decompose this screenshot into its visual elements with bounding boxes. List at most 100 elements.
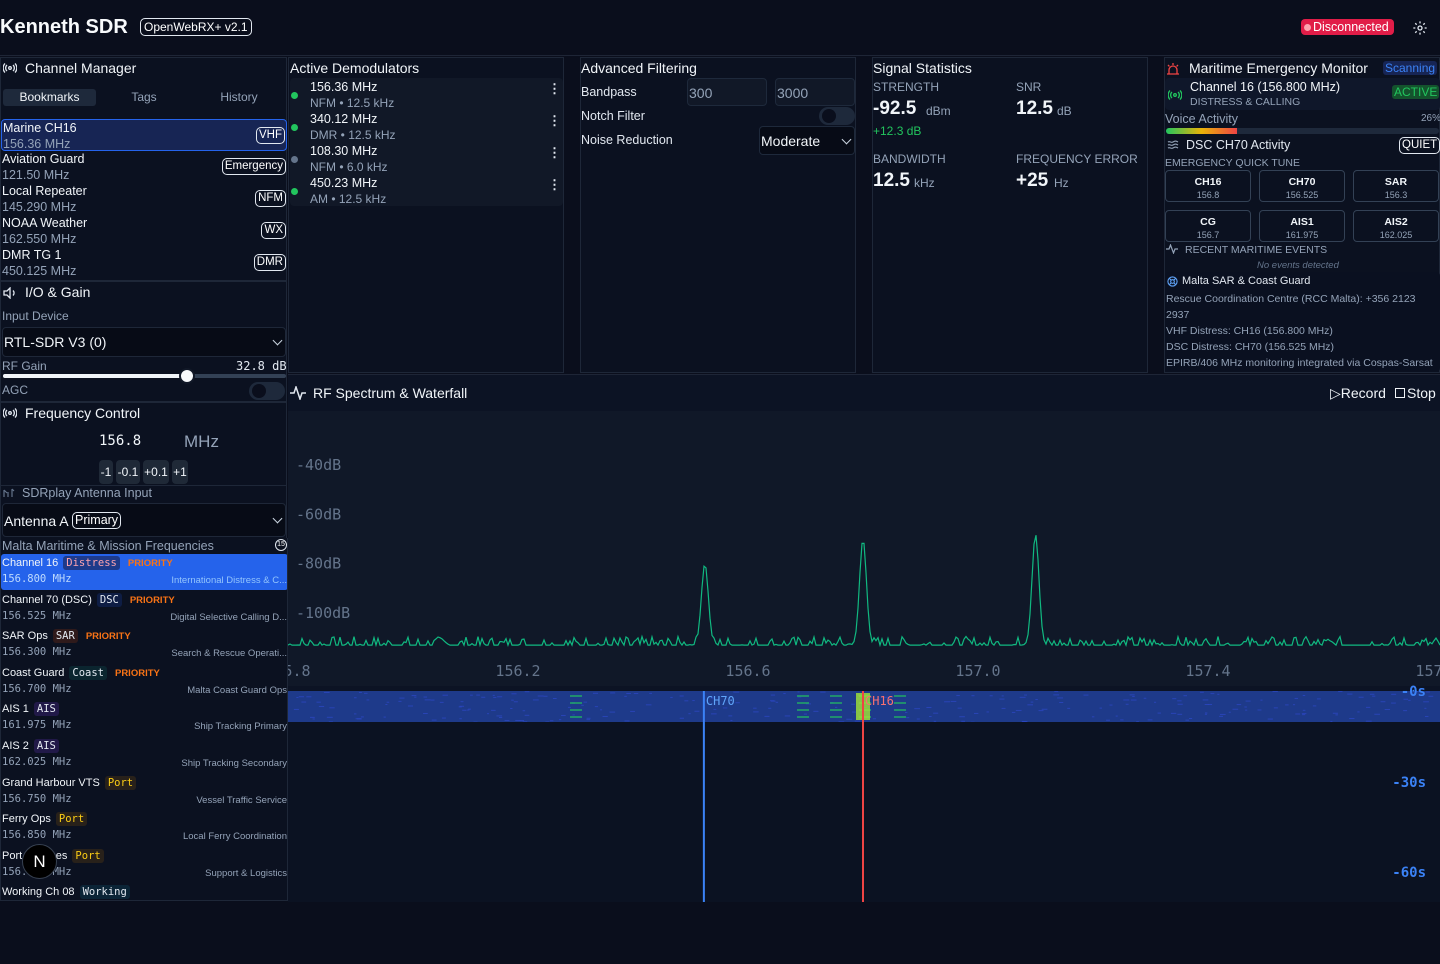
- quick-tune-sar-button[interactable]: SAR 156.3: [1353, 170, 1439, 202]
- quick-tune-name: CH16: [1194, 176, 1222, 188]
- tab-history[interactable]: History: [220, 90, 258, 104]
- quick-tune-ais1-button[interactable]: AIS1 161.975: [1259, 210, 1345, 242]
- signal-statistics-panel: Signal Statistics STRENGTH -92.5 dBm +12…: [872, 57, 1148, 373]
- antenna-select[interactable]: Antenna A Primary: [2, 503, 286, 537]
- maritime-frequency-item[interactable]: Ferry Ops Port 156.850 MHz Local Ferry Coor…: [1, 810, 287, 846]
- demodulator-list: 156.36 MHz NFM • 12.5 kHz ⋮ 340.12 MHz DMR •…: [290, 78, 563, 206]
- waterfall-noise: [609, 711, 616, 713]
- waterfall-noise: [1369, 693, 1375, 695]
- bandpass-low-input[interactable]: 300: [687, 78, 767, 106]
- waterfall-noise: [513, 701, 518, 703]
- waterfall-noise: [594, 706, 598, 708]
- demodulator-item[interactable]: 156.36 MHz NFM • 12.5 kHz ⋮: [290, 78, 563, 110]
- demodulator-item[interactable]: 450.23 MHz AM • 12.5 kHz ⋮: [290, 174, 563, 206]
- frequency-input[interactable]: 156.8: [99, 433, 142, 449]
- waterfall-noise: [1106, 719, 1110, 721]
- waterfall-noise: [383, 716, 386, 718]
- demodulator-mode: NFM • 12.5 kHz: [310, 96, 395, 110]
- tab-bookmarks[interactable]: Bookmarks: [3, 89, 96, 106]
- waterfall-noise: [872, 718, 877, 720]
- waterfall-noise: [1204, 712, 1208, 714]
- status-dot-icon: [1304, 24, 1311, 31]
- frequency-name: AIS 2 AIS: [2, 739, 59, 753]
- waterfall-noise: [499, 717, 503, 719]
- bookmark-name: Local Repeater: [2, 184, 87, 198]
- quick-tune-ais2-button[interactable]: AIS2 162.025: [1353, 210, 1439, 242]
- notch-filter-toggle[interactable]: [819, 107, 855, 125]
- waterfall-noise: [572, 714, 575, 716]
- bookmark-item[interactable]: Marine CH16 156.36 MHz VHF: [1, 119, 287, 151]
- quick-tune-cg-button[interactable]: CG 156.7: [1165, 210, 1251, 242]
- quick-tune-ch16-button[interactable]: CH16 156.8: [1165, 170, 1251, 202]
- waterfall-noise: [1143, 697, 1147, 699]
- maritime-frequency-item[interactable]: Working Ch 08 Working: [1, 883, 287, 900]
- frequency-category-chip: SAR: [52, 629, 78, 644]
- more-options-icon[interactable]: ⋮: [548, 145, 561, 160]
- waterfall-noise: [854, 720, 861, 722]
- waterfall-noise: [961, 720, 966, 722]
- rf-gain-thumb[interactable]: [178, 368, 195, 384]
- waterfall-noise: [481, 696, 486, 698]
- maritime-frequency-item[interactable]: AIS 2 AIS 162.025 MHz Ship Tracking Seconda…: [1, 737, 287, 773]
- input-device-select[interactable]: RTL-SDR V3 (0): [2, 327, 286, 357]
- maritime-frequency-item[interactable]: Channel 16 Distress PRIORITY 156.800 MHz Int…: [1, 554, 287, 590]
- stop-button[interactable]: Stop: [1395, 385, 1436, 401]
- gear-icon[interactable]: [1412, 20, 1428, 36]
- waterfall-noise: [846, 718, 853, 720]
- waterfall-noise: [549, 720, 554, 722]
- agc-toggle[interactable]: [249, 382, 285, 400]
- waterfall-noise: [504, 719, 510, 721]
- waterfall-noise: [1038, 710, 1044, 712]
- step-minus-0.1-button[interactable]: -0.1: [116, 460, 140, 484]
- maritime-frequency-item[interactable]: SAR Ops SAR PRIORITY 156.300 MHz Search & Re…: [1, 627, 287, 663]
- step-plus-0.1-button[interactable]: +0.1: [143, 460, 169, 484]
- bookmark-item[interactable]: NOAA Weather 162.550 MHz WX: [1, 215, 287, 247]
- waterfall-noise: [888, 697, 892, 699]
- maritime-frequency-item[interactable]: Channel 70 (DSC) DSC PRIORITY 156.525 MHz Di…: [1, 591, 287, 627]
- waterfall-noise: [956, 695, 960, 697]
- bookmark-item[interactable]: Local Repeater 145.290 MHz NFM: [1, 183, 287, 215]
- tab-tags[interactable]: Tags: [131, 90, 157, 104]
- bookmark-item[interactable]: DMR TG 1 450.125 MHz DMR: [1, 247, 287, 279]
- maritime-frequency-item[interactable]: AIS 1 AIS 161.975 MHz Ship Tracking Primary: [1, 700, 287, 736]
- step-minus-1-button[interactable]: -1: [99, 460, 113, 484]
- waterfall-noise: [510, 708, 513, 710]
- waterfall-noise: [1316, 698, 1321, 700]
- waterfall-noise: [1302, 695, 1306, 697]
- more-options-icon[interactable]: ⋮: [548, 113, 561, 128]
- user-avatar[interactable]: N: [22, 844, 57, 879]
- bookmark-item[interactable]: Aviation Guard 121.50 MHz Emergency: [1, 151, 287, 183]
- waterfall-noise: [497, 696, 503, 698]
- step-plus-1-button[interactable]: +1: [172, 460, 188, 484]
- chevron-down-icon: [841, 134, 852, 145]
- frequency-tick-label: 157.4: [1185, 662, 1230, 680]
- waterfall-noise: [1273, 707, 1278, 709]
- frequency-value: 162.025 MHz: [2, 756, 72, 768]
- frequency-value: 156.750 MHz: [2, 792, 72, 805]
- maritime-frequency-item[interactable]: Grand Harbour VTS Port 156.750 MHz Vessel T…: [1, 774, 287, 810]
- spectrum-chart[interactable]: -40dB -60dB -80dB -100dB 155.8 156.2 156.6 157.…: [288, 411, 1440, 902]
- frequency-category-chip: Port: [104, 775, 137, 790]
- record-button[interactable]: ▷Record: [1330, 385, 1386, 402]
- quick-tune-ch70-button[interactable]: CH70 156.525: [1259, 170, 1345, 202]
- waterfall-noise: [310, 716, 315, 718]
- frequency-tick-label: 155.8: [288, 662, 311, 680]
- more-options-icon[interactable]: ⋮: [548, 81, 561, 96]
- rf-gain-label: RF Gain: [2, 359, 47, 373]
- waterfall-noise: [1391, 702, 1396, 704]
- waterfall-noise: [467, 709, 470, 711]
- maritime-frequency-item[interactable]: Coast Guard Coast PRIORITY 156.700 MHz Malta…: [1, 664, 287, 700]
- more-options-icon[interactable]: ⋮: [548, 177, 561, 192]
- waterfall-noise: [493, 696, 497, 698]
- demodulator-item[interactable]: 108.30 MHz NFM • 6.0 kHz ⋮: [290, 142, 563, 174]
- siren-icon: [1167, 63, 1179, 75]
- demodulator-item[interactable]: 340.12 MHz DMR • 12.5 kHz ⋮: [290, 110, 563, 142]
- rf-gain-slider[interactable]: [3, 368, 286, 384]
- frequency-category-chip: Port: [55, 812, 88, 827]
- waterfall-signal: [894, 702, 906, 704]
- waterfall-signal: [570, 716, 582, 718]
- waterfall-noise: [586, 719, 591, 721]
- noise-reduction-select[interactable]: Moderate: [759, 126, 855, 155]
- bandpass-high-input[interactable]: 3000: [775, 78, 855, 106]
- waterfall-noise: [950, 700, 957, 702]
